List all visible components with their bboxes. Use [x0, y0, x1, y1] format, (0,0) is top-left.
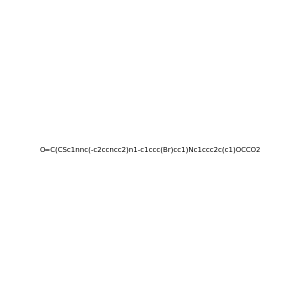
Text: O=C(CSc1nnc(-c2ccncc2)n1-c1ccc(Br)cc1)Nc1ccc2c(c1)OCCO2: O=C(CSc1nnc(-c2ccncc2)n1-c1ccc(Br)cc1)Nc… — [39, 147, 261, 153]
